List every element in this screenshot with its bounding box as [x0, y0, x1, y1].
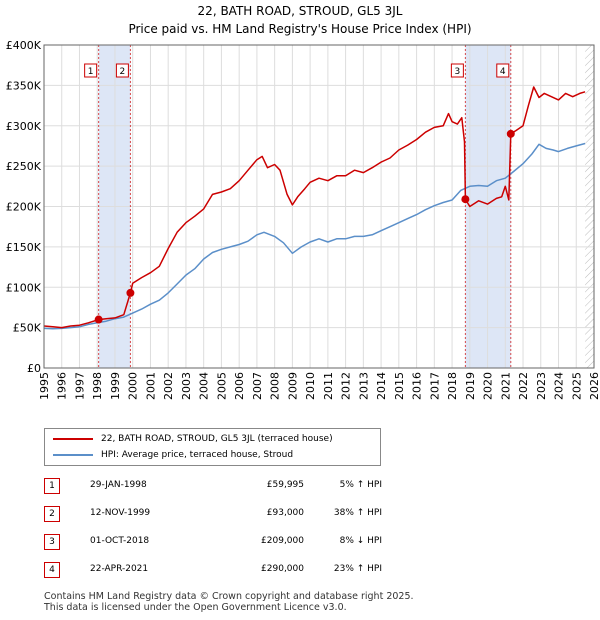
x-tick-label: 1999 — [109, 372, 122, 400]
x-tick-label: 2006 — [233, 372, 246, 400]
x-tick-label: 2005 — [215, 372, 228, 400]
sale-badge-box — [450, 63, 464, 78]
y-tick-label: £250K — [6, 160, 42, 173]
sale-badge-label: 1 — [88, 67, 94, 77]
x-tick-label: 2016 — [411, 372, 424, 400]
x-tick-label: 2015 — [393, 372, 406, 400]
y-tick-label: £200K — [6, 201, 42, 214]
footer-licence: This data is licensed under the Open Gov… — [44, 602, 347, 613]
sale-hpi-diff: 5% ↑ HPI — [339, 480, 382, 490]
series-line-property — [43, 86, 586, 329]
sale-point — [94, 315, 103, 324]
sale-date: 12-NOV-1999 — [90, 508, 151, 518]
legend-swatch-hpi — [53, 454, 93, 456]
series-line-hpi — [43, 142, 586, 330]
x-tick-label: 2022 — [517, 372, 530, 400]
x-tick-label: 2014 — [375, 372, 388, 400]
sale-price: £59,995 — [266, 480, 304, 490]
x-tick-label: 2011 — [322, 372, 335, 400]
x-tick-label: 2018 — [446, 372, 459, 400]
sale-price: £290,000 — [261, 564, 304, 574]
sale-badge: 1 — [44, 478, 60, 494]
x-tick-label: 2001 — [144, 372, 157, 400]
sale-badge-label: 4 — [500, 67, 506, 77]
sale-badge-label: 2 — [120, 67, 126, 77]
price-chart: 1 2 3 4 £0 £50K £100K £150K £200K £250K £300K £350K… — [6, 39, 600, 400]
sale-badge-label: 3 — [455, 67, 461, 77]
y-tick-label: £400K — [6, 39, 42, 52]
sale-row: 2 12-NOV-1999 £93,000 38% ↑ HPI — [44, 502, 384, 530]
x-tick-label: 2002 — [162, 372, 175, 400]
x-tick-label: 2025 — [570, 372, 583, 400]
x-tick-label: 1996 — [56, 372, 69, 400]
x-tick-label: 2000 — [127, 372, 140, 400]
x-tick-label: 1995 — [38, 372, 51, 400]
sale-row: 3 01-OCT-2018 £209,000 8% ↓ HPI — [44, 530, 384, 558]
x-tick-label: 2013 — [357, 372, 370, 400]
sale-badge-box — [84, 63, 98, 78]
legend-item-property: 22, BATH ROAD, STROUD, GL5 3JL (terraced… — [53, 432, 333, 446]
sale-row: 1 29-JAN-1998 £59,995 5% ↑ HPI — [44, 474, 384, 502]
x-tick-label: 2017 — [428, 372, 441, 400]
x-tick-label: 2008 — [269, 372, 282, 400]
x-tick-label: 2021 — [499, 372, 512, 400]
x-tick-label: 1998 — [91, 372, 104, 400]
y-tick-label: £350K — [6, 79, 42, 92]
y-tick-label: £0 — [27, 362, 41, 375]
x-tick-label: 2009 — [286, 372, 299, 400]
legend-label-hpi: HPI: Average price, terraced house, Stro… — [101, 450, 294, 460]
sale-date: 01-OCT-2018 — [90, 536, 150, 546]
y-tick-label: £50K — [13, 322, 42, 335]
sale-price: £209,000 — [261, 536, 304, 546]
y-tick-label: £300K — [6, 120, 42, 133]
sale-badge: 2 — [44, 506, 60, 522]
x-tick-label: 2007 — [251, 372, 264, 400]
legend-label-property: 22, BATH ROAD, STROUD, GL5 3JL (terraced… — [101, 434, 333, 444]
legend: 22, BATH ROAD, STROUD, GL5 3JL (terraced… — [44, 428, 381, 466]
x-tick-label: 2020 — [482, 372, 495, 400]
chart-subtitle: Price paid vs. HM Land Registry's House … — [128, 22, 472, 36]
x-tick-label: 2026 — [588, 372, 600, 400]
x-tick-label: 2010 — [304, 372, 317, 400]
sale-hpi-diff: 23% ↑ HPI — [333, 564, 382, 574]
sale-date: 22-APR-2021 — [90, 564, 149, 574]
x-tick-label: 2012 — [340, 372, 353, 400]
sale-price: £93,000 — [266, 508, 304, 518]
sale-badge: 3 — [44, 534, 60, 550]
sale-date: 29-JAN-1998 — [90, 480, 147, 490]
x-tick-label: 1997 — [73, 372, 86, 400]
x-tick-label: 2019 — [464, 372, 477, 400]
sale-badge-box — [115, 63, 129, 78]
sale-point — [461, 195, 470, 204]
sale-hpi-diff: 8% ↓ HPI — [339, 536, 382, 546]
legend-swatch-property — [53, 438, 93, 440]
x-tick-label: 2024 — [553, 372, 566, 400]
sale-row: 4 22-APR-2021 £290,000 23% ↑ HPI — [44, 558, 384, 586]
chart-title: 22, BATH ROAD, STROUD, GL5 3JL — [197, 4, 403, 18]
sale-point — [506, 129, 515, 138]
sale-hpi-diff: 38% ↑ HPI — [333, 508, 382, 518]
y-tick-label: £100K — [6, 281, 42, 294]
sale-badge-box — [496, 63, 510, 78]
x-tick-label: 2003 — [180, 372, 193, 400]
sale-badge: 4 — [44, 562, 60, 578]
y-tick-label: £150K — [6, 241, 42, 254]
x-tick-label: 2004 — [198, 372, 211, 400]
legend-item-hpi: HPI: Average price, terraced house, Stro… — [53, 448, 293, 462]
sales-table: 1 29-JAN-1998 £59,995 5% ↑ HPI 2 12-NOV-… — [44, 474, 384, 586]
plot-frame — [43, 44, 595, 369]
footer-copyright: Contains HM Land Registry data © Crown c… — [44, 591, 414, 602]
footer: Contains HM Land Registry data © Crown c… — [44, 591, 414, 613]
sale-point — [126, 288, 135, 297]
x-tick-label: 2023 — [535, 372, 548, 400]
